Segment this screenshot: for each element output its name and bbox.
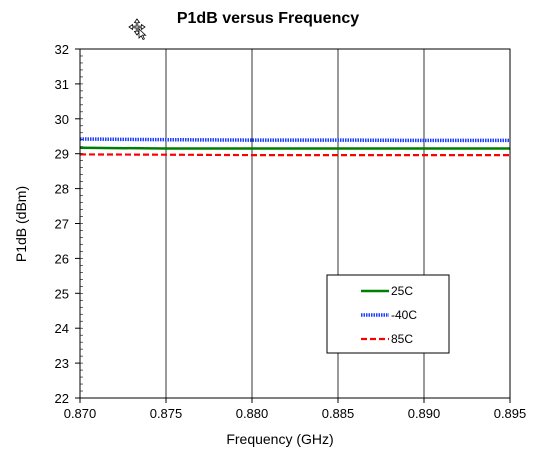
legend-label: -40C xyxy=(391,308,417,322)
y-tick-label: 32 xyxy=(55,42,69,57)
x-tick-label: 0.895 xyxy=(494,406,527,421)
x-axis-title: Frequency (GHz) xyxy=(226,431,333,447)
x-tick-label: 0.890 xyxy=(408,406,441,421)
y-tick-label: 27 xyxy=(55,217,69,232)
series-line-0 xyxy=(79,146,510,150)
y-tick-label: 29 xyxy=(55,147,69,162)
x-tick-label: 0.880 xyxy=(236,406,269,421)
y-tick-label: 25 xyxy=(55,286,69,301)
x-tick-label: 0.870 xyxy=(64,406,97,421)
x-axis-ticks: 0.870 0.875 0.880 0.885 0.890 0.895 xyxy=(64,398,527,421)
move-cursor-icon xyxy=(128,18,147,41)
y-tick-label: 23 xyxy=(55,356,69,371)
legend-label: 85C xyxy=(391,332,413,346)
y-axis-ticks: 22 23 24 25 26 27 28 29 30 31 32 xyxy=(55,42,83,406)
y-tick-label: 30 xyxy=(55,112,69,127)
legend-label: 25C xyxy=(391,284,413,298)
y-tick-label: 26 xyxy=(55,251,69,266)
legend-box xyxy=(326,274,450,354)
chart-title: P1dB versus Frequency xyxy=(177,10,359,27)
series-lines xyxy=(79,137,510,157)
x-tick-label: 0.885 xyxy=(322,406,355,421)
y-tick-label: 22 xyxy=(55,391,69,406)
series-line-1 xyxy=(79,137,510,143)
y-tick-label: 28 xyxy=(55,182,69,197)
y-tick-label: 31 xyxy=(55,77,69,92)
series-line-2 xyxy=(79,153,510,157)
legend: 25C -40C 85C xyxy=(326,274,450,354)
x-tick-label: 0.875 xyxy=(150,406,183,421)
y-axis-title: P1dB (dBm) xyxy=(13,186,29,262)
y-tick-label: 24 xyxy=(55,321,69,336)
